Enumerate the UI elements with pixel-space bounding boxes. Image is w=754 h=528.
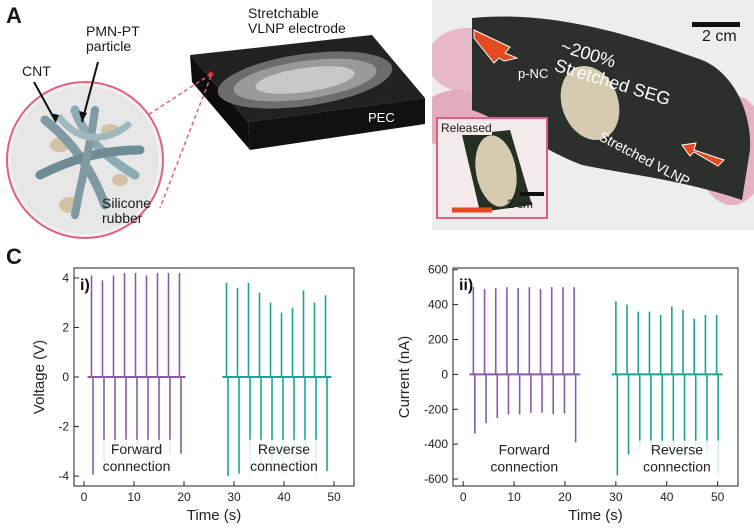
annotation-line2: connection xyxy=(490,459,558,475)
rubber-label: Silicone rubber xyxy=(102,195,152,226)
y-tick-label: 200 xyxy=(428,333,448,347)
current-chart: 0 10 20 30 40 50 -600 -400 -200 0 200 400 600 Time (s… xyxy=(396,263,739,524)
subpanel-label: i) xyxy=(80,277,90,294)
x-axis-label: Time (s) xyxy=(187,507,241,524)
x-tick-label: 30 xyxy=(609,490,623,504)
x-tick-label: 30 xyxy=(227,490,241,504)
panel-a-illustration xyxy=(6,35,425,239)
y-tick-label: -200 xyxy=(424,402,448,416)
x-tick-label: 10 xyxy=(127,490,141,504)
scale-bar-top xyxy=(692,22,740,27)
annotation-line1: Reverse xyxy=(651,442,703,458)
y-tick-label: -2 xyxy=(58,420,69,434)
x-tick-label: 20 xyxy=(558,490,572,504)
panel-a-letter: A xyxy=(6,3,22,28)
x-axis-label: Time (s) xyxy=(568,507,622,524)
y-axis-label: Current (nA) xyxy=(396,336,413,419)
y-tick-label: 400 xyxy=(428,298,448,312)
annotation-bg xyxy=(94,439,179,476)
zoom-line-bottom xyxy=(159,75,212,209)
annotation-bg xyxy=(242,439,326,476)
arrow-bottom-right xyxy=(681,142,725,167)
x-tick-label: 40 xyxy=(660,490,674,504)
x-tick-label: 40 xyxy=(277,490,291,504)
scale-label-top: 2 cm xyxy=(702,28,737,45)
annotation-line1: Forward xyxy=(111,441,162,457)
electrode-label: Stretchable VLNP electrode xyxy=(248,5,346,36)
electrode-device xyxy=(190,35,425,150)
cnt-label: CNT xyxy=(22,63,51,79)
annotation-bg xyxy=(634,440,719,477)
x-tick-label: 50 xyxy=(711,490,725,504)
panel-b-photo xyxy=(432,0,754,230)
x-tick-label: 50 xyxy=(327,490,341,504)
particle-pointer xyxy=(81,61,99,123)
y-tick-label: -600 xyxy=(424,472,448,486)
arrow-top-left xyxy=(473,29,519,64)
annotation-line2: connection xyxy=(103,458,171,474)
annotation-line2: connection xyxy=(250,458,318,474)
released-inset xyxy=(436,117,548,219)
scale-bar-inset xyxy=(520,192,544,196)
x-tick-label: 0 xyxy=(460,490,467,504)
voltage-chart: 0 10 20 30 40 50 -4 -2 0 2 4 Time (s) Voltage (V) i) F… xyxy=(31,267,355,524)
annotation-line1: Forward xyxy=(499,442,550,458)
x-tick-label: 20 xyxy=(177,490,191,504)
y-tick-label: -4 xyxy=(58,469,69,483)
x-tick-label: 0 xyxy=(81,490,88,504)
annotation-line2: connection xyxy=(643,459,711,475)
y-tick-label: 600 xyxy=(428,263,448,277)
y-tick-label: 2 xyxy=(62,320,69,334)
annotation-line1: Reverse xyxy=(258,441,310,457)
zoom-line-top xyxy=(147,73,212,116)
pnc-label: p-NC xyxy=(518,66,549,81)
released-label: Released xyxy=(441,121,492,135)
y-tick-label: -400 xyxy=(424,437,448,451)
pec-label: PEC xyxy=(368,110,395,125)
vlnp-oval xyxy=(560,66,620,140)
panel-c-letter: C xyxy=(6,244,22,269)
annotation-bg xyxy=(482,440,567,477)
scale-label-inset: 2 cm xyxy=(507,197,534,211)
subpanel-label: ii) xyxy=(459,277,473,294)
plot-frame xyxy=(452,267,739,487)
y-tick-label: 0 xyxy=(62,370,69,384)
y-axis-label: Voltage (V) xyxy=(31,340,48,414)
particle-label: PMN-PT particle xyxy=(86,23,140,54)
y-tick-label: 0 xyxy=(441,367,448,381)
x-tick-label: 10 xyxy=(507,490,521,504)
zoom-circle xyxy=(6,81,164,239)
y-tick-label: 4 xyxy=(62,271,69,285)
